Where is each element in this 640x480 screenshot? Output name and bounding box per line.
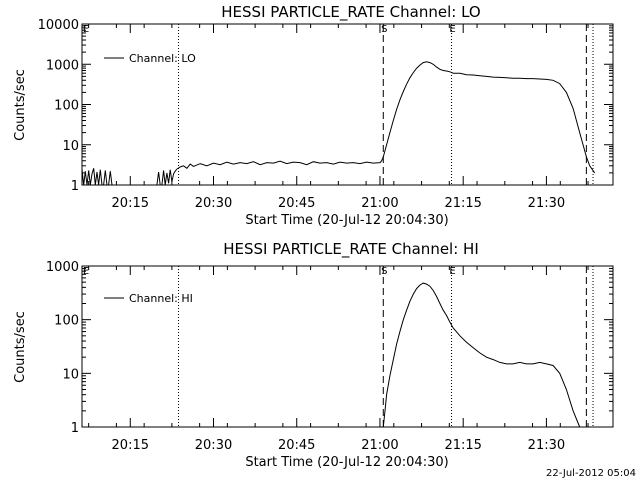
lo-rate-line xyxy=(382,61,596,174)
hi-y-tick-label: 10 xyxy=(62,367,79,382)
lo-y-tick-label: 10 xyxy=(62,139,79,154)
lo-plot-frame xyxy=(81,23,614,186)
lo-x-tick-label: 21:15 xyxy=(444,196,481,211)
lo-data-series xyxy=(81,61,596,186)
hi-marker-label: S xyxy=(381,266,387,277)
hi-y-tick-label: 100 xyxy=(54,314,79,329)
lo-rate-line xyxy=(156,168,178,186)
lo-marker-label: S xyxy=(381,24,387,35)
lo-y-tick-label: 1000 xyxy=(46,58,79,73)
lo-x-tick-label: 20:15 xyxy=(112,196,149,211)
lo-legend-label: Channel: LO xyxy=(129,52,196,65)
hi-x-tick-label: 20:45 xyxy=(278,438,315,453)
hi-x-tick-label: 21:00 xyxy=(361,438,398,453)
lo-y-axis-label: Counts/sec xyxy=(13,69,28,141)
lo-marker-label: E xyxy=(449,24,455,35)
lo-x-tick-label: 20:30 xyxy=(195,196,232,211)
hi-event-markers: SEE xyxy=(83,266,594,427)
hi-rate-line xyxy=(382,282,581,428)
hi-data-series xyxy=(382,282,581,428)
lo-y-tick-label: 100 xyxy=(54,99,79,114)
hi-x-tick-label: 20:30 xyxy=(195,438,232,453)
hi-channel-panel: HESSI PARTICLE_RATE Channel: HI SEE 1101… xyxy=(13,240,614,470)
hi-y-tick-label: 1000 xyxy=(46,260,79,275)
lo-y-tick-label: 10000 xyxy=(38,18,79,33)
footer-timestamp: 22-Jul-2012 05:04 xyxy=(546,468,636,479)
hi-legend: Channel: HI xyxy=(104,292,193,305)
lo-rate-line xyxy=(81,168,114,186)
hi-x-tick-label: 21:15 xyxy=(444,438,481,453)
lo-channel-panel: HESSI PARTICLE_RATE Channel: LO S EE 1101… xyxy=(13,3,614,228)
lo-x-tick-label: 21:30 xyxy=(528,196,565,211)
lo-event-markers: S EE xyxy=(83,24,594,185)
lo-edge-marker-label: E xyxy=(83,24,89,35)
hi-marker-label: E xyxy=(449,266,455,277)
lo-x-axis-label: Start Time (20-Jul-12 20:04:30) xyxy=(245,213,448,228)
lo-x-tick-label: 21:00 xyxy=(361,196,398,211)
lo-chart-title: HESSI PARTICLE_RATE Channel: LO xyxy=(221,3,480,22)
lo-y-tick-label: 1 xyxy=(71,179,79,194)
hi-y-tick-label: 1 xyxy=(71,421,79,436)
hi-legend-label: Channel: HI xyxy=(129,292,193,305)
lo-axis-ticks: 1 10 100 1000 10000 20:15 20:30 20:45 21:00 21:15… xyxy=(38,18,613,211)
hi-axis-ticks: 1 10 100 1000 20:15 20:30 20:45 21:00 21:15 21:30 xyxy=(46,260,613,453)
lo-rate-line xyxy=(176,156,384,170)
lo-x-tick-label: 20:45 xyxy=(278,196,315,211)
lo-legend: Channel: LO xyxy=(104,52,196,65)
hi-plot-frame xyxy=(81,265,614,428)
hi-chart-title: HESSI PARTICLE_RATE Channel: HI xyxy=(223,240,479,259)
hi-x-tick-label: 21:30 xyxy=(528,438,565,453)
hi-y-axis-label: Counts/sec xyxy=(13,311,28,383)
hi-x-tick-label: 20:15 xyxy=(112,438,149,453)
hi-x-axis-label: Start Time (20-Jul-12 20:04:30) xyxy=(245,455,448,470)
